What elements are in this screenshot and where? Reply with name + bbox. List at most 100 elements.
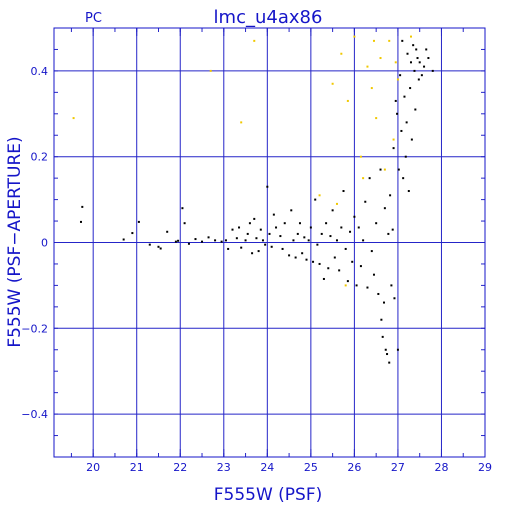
data-point	[301, 252, 304, 255]
data-point	[355, 284, 358, 287]
data-point	[187, 242, 190, 245]
x-tick-labels: 20 21 22 23 24 25 26 27 28 29	[86, 461, 492, 474]
data-point	[201, 240, 204, 243]
data-point	[370, 250, 373, 253]
data-point	[417, 78, 420, 81]
data-point	[183, 222, 186, 225]
data-point	[349, 230, 352, 233]
data-point	[316, 243, 319, 246]
data-point	[396, 348, 399, 351]
data-point	[257, 250, 260, 253]
data-point-yellow	[340, 52, 343, 55]
x-tick-label: 23	[217, 461, 231, 474]
x-tick-label: 27	[391, 461, 405, 474]
data-point	[253, 217, 256, 220]
data-point	[235, 237, 238, 240]
data-point	[296, 232, 299, 235]
y-tick-label: −0.4	[21, 408, 48, 421]
data-point	[338, 269, 341, 272]
data-point	[231, 228, 234, 231]
x-axis-title: F555W (PSF)	[214, 485, 323, 505]
data-point	[388, 361, 391, 364]
x-tick-label: 28	[434, 461, 448, 474]
data-point	[372, 273, 375, 276]
data-point	[402, 177, 405, 180]
data-point	[177, 239, 180, 242]
data-point	[264, 243, 267, 246]
data-point	[405, 121, 408, 124]
data-point	[362, 239, 365, 242]
data-point	[381, 335, 384, 338]
data-point	[148, 243, 151, 246]
data-point	[364, 200, 367, 203]
data-point	[174, 240, 177, 243]
data-point	[409, 87, 412, 90]
y-axis-title: F555W (PSF−APERTURE)	[5, 136, 25, 347]
data-point	[246, 232, 249, 235]
data-point	[270, 245, 273, 248]
data-point	[244, 239, 247, 242]
data-point	[357, 226, 360, 229]
grid	[54, 27, 486, 458]
data-point	[131, 232, 134, 235]
data-point	[281, 247, 284, 250]
data-point-yellow	[383, 168, 386, 171]
data-point-yellow	[318, 194, 321, 197]
data-point	[122, 238, 125, 241]
x-tick-label: 26	[347, 461, 361, 474]
data-point	[279, 235, 282, 238]
data-point	[81, 205, 84, 208]
data-point	[227, 247, 230, 250]
data-point	[261, 239, 264, 242]
data-point	[79, 220, 82, 223]
data-points	[72, 35, 434, 364]
data-point	[181, 207, 184, 210]
data-point	[318, 262, 321, 265]
data-point	[298, 222, 301, 225]
data-point	[251, 252, 254, 255]
data-point	[393, 297, 396, 300]
data-point	[366, 286, 369, 289]
data-point-yellow	[240, 121, 243, 124]
data-point	[403, 95, 406, 98]
data-point	[340, 226, 343, 229]
data-point	[303, 236, 306, 239]
data-point	[410, 138, 413, 141]
y-tick-labels: −0.4 −0.2 0 0.2 0.4	[21, 65, 48, 421]
data-point	[389, 194, 392, 197]
data-point-yellow	[372, 39, 375, 42]
data-point	[368, 177, 371, 180]
data-point	[415, 48, 418, 51]
data-point	[292, 239, 295, 242]
x-tick-label: 20	[86, 461, 100, 474]
data-point	[314, 198, 317, 201]
y-tick-label: −0.2	[21, 322, 48, 335]
data-point	[382, 301, 385, 304]
data-point	[275, 226, 278, 229]
data-point	[342, 190, 345, 193]
data-point	[238, 226, 241, 229]
x-tick-label: 25	[304, 461, 318, 474]
data-point-yellow	[335, 202, 338, 205]
data-point-yellow	[72, 117, 75, 120]
data-point-yellow	[331, 82, 334, 85]
data-point	[351, 260, 354, 263]
data-point	[384, 348, 387, 351]
data-point	[224, 239, 227, 242]
data-point	[312, 260, 315, 263]
data-point-yellow	[346, 99, 349, 102]
data-point	[399, 74, 402, 77]
data-point	[268, 232, 271, 235]
data-point	[380, 318, 383, 321]
data-point	[420, 74, 423, 77]
data-point	[335, 239, 338, 242]
data-point	[386, 353, 389, 356]
data-point	[404, 155, 407, 158]
data-point	[406, 52, 409, 55]
data-point	[359, 265, 362, 268]
data-point	[207, 236, 210, 239]
data-point	[383, 207, 386, 210]
data-point-yellow	[392, 138, 395, 141]
data-point	[425, 48, 428, 51]
data-point	[427, 57, 430, 60]
